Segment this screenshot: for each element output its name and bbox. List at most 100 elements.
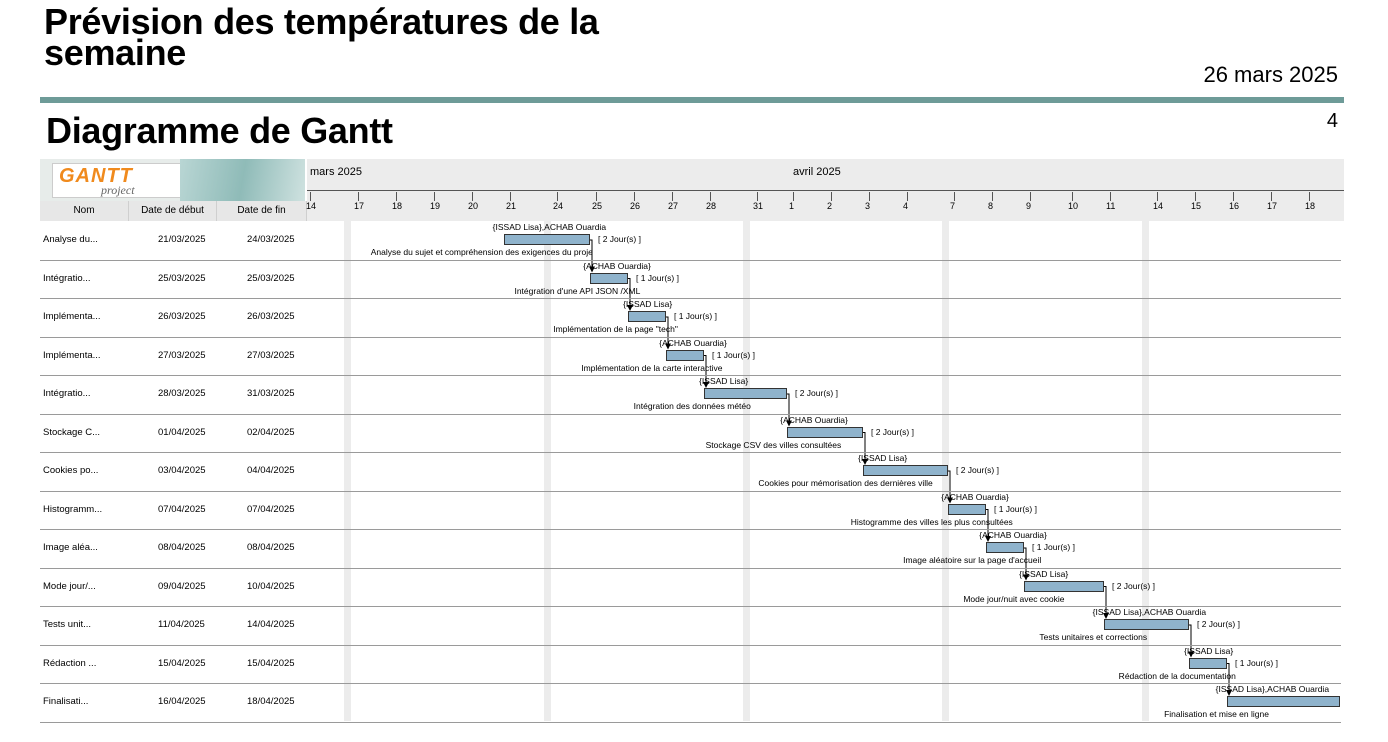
task-description: Histogramme des villes les plus consulté…	[850, 516, 1013, 527]
task-start-date: 26/03/2025	[158, 311, 206, 322]
task-resources: {ISSAD Lisa},ACHAB Ouardia	[1092, 607, 1207, 617]
task-name: Intégratio...	[43, 272, 91, 284]
day-label: 17	[1267, 201, 1278, 211]
row-separator	[40, 413, 1341, 415]
task-description: Image aléatoire sur la page d'accueil	[903, 555, 1042, 565]
day-tick	[1309, 192, 1310, 201]
month-label: mars 2025	[310, 166, 362, 178]
day-tick	[869, 192, 870, 201]
task-name: Tests unit...	[43, 619, 92, 630]
day-tick	[1233, 192, 1234, 201]
document-date: 26 mars 2025	[1203, 62, 1338, 87]
day-tick	[557, 192, 558, 201]
task-duration: [ 2 Jour(s) ]	[956, 465, 999, 475]
task-duration: [ 1 Jour(s) ]	[712, 349, 755, 360]
day-label: 10	[1068, 201, 1079, 211]
task-end-date: 27/03/2025	[247, 349, 295, 361]
task-duration: [ 1 Jour(s) ]	[1032, 542, 1075, 552]
task-duration: [ 1 Jour(s) ]	[994, 503, 1037, 514]
task-resources: {ISSAD Lisa}	[699, 376, 749, 386]
logo-word: GANTT	[59, 165, 133, 187]
day-tick	[1072, 192, 1073, 201]
day-label: 11	[1106, 201, 1116, 211]
task-start-date: 15/04/2025	[158, 657, 206, 669]
logo-sub: project	[101, 183, 135, 197]
task-resources: {ISSAD Lisa}	[1019, 568, 1069, 579]
task-description: Intégration d'une API JSON /XML	[514, 285, 641, 296]
task-name: Analyse du...	[43, 234, 98, 245]
day-label: 14	[1153, 201, 1164, 211]
logo-hex-pattern	[180, 159, 305, 201]
day-label: 21	[506, 201, 517, 211]
day-tick	[310, 192, 311, 201]
day-label: 9	[1026, 201, 1032, 211]
task-end-date: 25/03/2025	[247, 272, 295, 284]
logo-badge: GANTT project	[52, 163, 182, 198]
task-end-date: 31/03/2025	[247, 388, 295, 399]
task-start-date: 09/04/2025	[158, 580, 206, 592]
day-label: 18	[392, 201, 403, 211]
task-resources: {ISSAD Lisa},ACHAB Ouardia	[492, 222, 607, 232]
column-header-end[interactable]: Date de fin	[217, 201, 307, 221]
task-start-date: 16/04/2025	[158, 696, 206, 707]
day-tick	[396, 192, 397, 201]
day-tick	[434, 192, 435, 201]
day-tick	[757, 192, 758, 201]
task-resources: {ACHAB Ouardia}	[979, 530, 1047, 540]
task-start-date: 28/03/2025	[158, 388, 206, 399]
day-label: 4	[903, 201, 909, 211]
day-tick	[634, 192, 635, 201]
task-resources: {ACHAB Ouardia}	[941, 491, 1009, 502]
task-description: Analyse du sujet et compréhension des ex…	[370, 247, 593, 257]
task-bar	[666, 349, 704, 361]
day-label: 26	[630, 201, 641, 211]
day-label: 7	[950, 201, 956, 211]
task-resources: {ISSAD Lisa},ACHAB Ouardia	[1215, 684, 1330, 694]
day-label: 20	[468, 201, 479, 211]
task-bar	[704, 388, 787, 399]
task-description: Implémentation de la carte interactive	[581, 362, 723, 373]
task-duration: [ 2 Jour(s) ]	[1112, 580, 1155, 591]
day-label: 16	[1229, 201, 1240, 211]
task-bar	[948, 503, 986, 515]
task-bar	[1189, 657, 1227, 669]
timeline-axis	[307, 190, 1344, 191]
weekend-shade	[1142, 221, 1149, 721]
row-separator	[40, 452, 1341, 453]
task-description: Cookies pour mémorisation des dernières …	[758, 478, 933, 488]
weekend-shade	[344, 221, 351, 721]
row-separator	[40, 375, 1341, 376]
row-separator	[40, 490, 1341, 492]
task-duration: [ 1 Jour(s) ]	[1235, 657, 1278, 668]
day-tick	[510, 192, 511, 201]
task-name: Intégratio...	[43, 388, 91, 399]
column-header-start[interactable]: Date de début	[129, 201, 217, 221]
task-duration: [ 2 Jour(s) ]	[795, 388, 838, 398]
task-duration: [ 2 Jour(s) ]	[598, 234, 641, 244]
task-resources: {ISSAD Lisa}	[858, 453, 908, 463]
task-description: Rédaction de la documentation	[1118, 670, 1236, 681]
task-start-date: 07/04/2025	[158, 503, 206, 515]
task-end-date: 10/04/2025	[247, 580, 295, 592]
task-end-date: 26/03/2025	[247, 311, 295, 322]
row-separator	[40, 298, 1341, 299]
task-description: Intégration des données météo	[633, 401, 751, 411]
day-tick	[954, 192, 955, 201]
day-tick	[1271, 192, 1272, 201]
day-tick	[793, 192, 794, 201]
column-header-name[interactable]: Nom	[40, 201, 129, 221]
task-resources: {ACHAB Ouardia}	[780, 414, 848, 425]
task-end-date: 24/03/2025	[247, 234, 295, 245]
task-bar	[590, 272, 628, 284]
day-label: 24	[553, 201, 564, 211]
task-description: Finalisation et mise en ligne	[1164, 709, 1269, 719]
task-bar	[787, 426, 863, 438]
day-tick	[710, 192, 711, 201]
day-label: 15	[1191, 201, 1202, 211]
task-bar	[1104, 619, 1189, 630]
row-separator	[40, 721, 1341, 723]
gantt-project-logo: GANTT project	[40, 159, 305, 201]
task-duration: [ 1 Jour(s) ]	[674, 311, 717, 321]
task-duration: [ 2 Jour(s) ]	[871, 426, 914, 437]
task-start-date: 25/03/2025	[158, 272, 206, 284]
